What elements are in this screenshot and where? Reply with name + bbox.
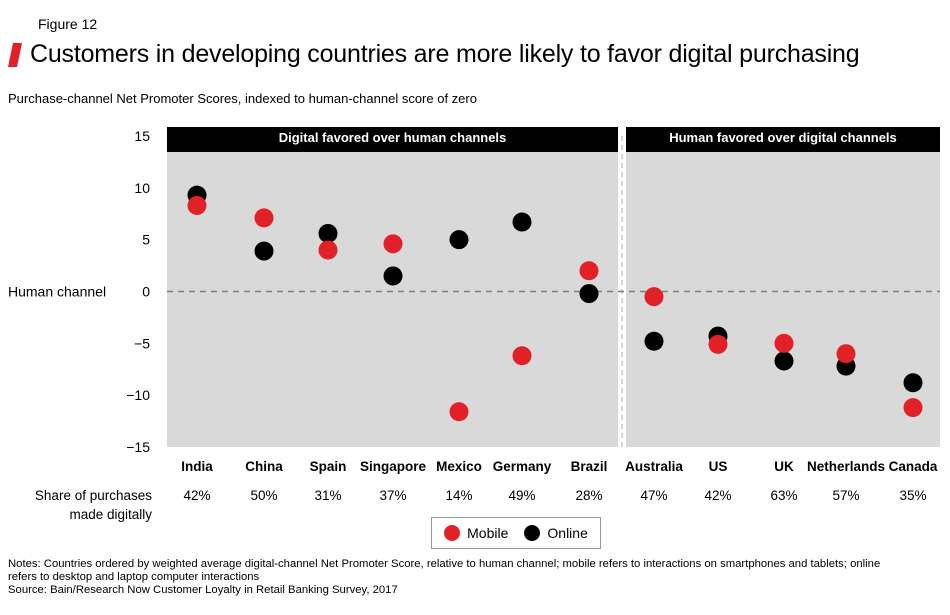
x-category-label: Netherlands [807, 459, 885, 474]
share-value: 37% [379, 488, 406, 503]
x-category-label: Spain [310, 459, 347, 474]
y-tick-label: 5 [142, 232, 150, 248]
y-tick-label: −5 [134, 335, 150, 351]
title-row: Customers in developing countries are mo… [8, 40, 860, 69]
online-dot-icon [524, 525, 541, 541]
x-category-label: Canada [889, 459, 938, 474]
share-value: 49% [508, 488, 535, 503]
notes: Notes: Countries ordered by weighted ave… [8, 558, 943, 597]
mobile-point [383, 234, 403, 254]
x-category-label: Singapore [360, 459, 427, 474]
y-tick-label: 0 [142, 284, 150, 300]
online-point [644, 331, 664, 351]
mobile-point [449, 402, 469, 422]
mobile-point [318, 240, 338, 260]
notes-line: Notes: Countries ordered by weighted ave… [8, 558, 881, 570]
legend: Mobile Online [431, 517, 601, 549]
share-value: 47% [640, 488, 667, 503]
y-tick-label: −10 [126, 387, 150, 403]
online-point [254, 241, 274, 261]
online-point [318, 223, 338, 243]
legend-label-online: Online [547, 525, 588, 541]
mobile-point [836, 344, 856, 364]
mobile-point [708, 334, 728, 354]
notes-line: refers to desktop and laptop computer in… [8, 571, 260, 583]
title-accent-icon [8, 42, 22, 67]
panel-header-2 [626, 127, 940, 152]
mobile-point [187, 195, 207, 215]
share-value: 63% [770, 488, 797, 503]
share-row-label: made digitally [69, 507, 152, 522]
share-value: 57% [832, 488, 859, 503]
x-category-label: Brazil [571, 459, 608, 474]
source-line: Source: Bain/Research Now Customer Loyal… [8, 584, 398, 596]
legend-item-online: Online [524, 525, 588, 541]
share-value: 31% [314, 488, 341, 503]
figure-label: Figure 12 [38, 16, 98, 32]
chart-subtitle: Purchase-channel Net Promoter Scores, in… [8, 91, 477, 106]
share-value: 42% [704, 488, 731, 503]
online-point [449, 230, 469, 250]
x-category-label: US [709, 459, 728, 474]
x-category-label: Mexico [436, 459, 482, 474]
online-point [774, 351, 794, 371]
online-point [383, 266, 403, 286]
share-value: 28% [575, 488, 602, 503]
x-category-label: Australia [625, 459, 683, 474]
mobile-point [644, 287, 664, 307]
mobile-point [903, 398, 923, 418]
online-point [903, 373, 923, 393]
x-category-label: UK [774, 459, 794, 474]
online-point [579, 284, 599, 304]
panel-header-label: Digital favored over human channels [279, 130, 507, 145]
panel-header-label: Human favored over digital channels [669, 130, 897, 145]
mobile-point [774, 333, 794, 353]
x-category-label: Germany [493, 459, 552, 474]
x-category-label: India [181, 459, 213, 474]
panel-header-1 [167, 127, 618, 152]
mobile-point [579, 261, 599, 281]
mobile-point [254, 208, 274, 228]
legend-label-mobile: Mobile [467, 525, 509, 541]
share-row-label: Share of purchases [35, 488, 152, 503]
zero-axis-label: Human channel [8, 284, 106, 300]
mobile-point [512, 346, 532, 366]
legend-item-mobile: Mobile [444, 525, 508, 541]
share-value: 35% [899, 488, 926, 503]
share-value: 50% [250, 488, 277, 503]
y-tick-label: 10 [134, 180, 150, 196]
y-tick-label: −15 [126, 439, 150, 455]
mobile-dot-icon [444, 525, 461, 541]
share-value: 42% [183, 488, 210, 503]
chart-title: Customers in developing countries are mo… [30, 40, 860, 68]
x-category-label: China [245, 459, 283, 474]
y-tick-label: 15 [134, 128, 150, 144]
share-value: 14% [445, 488, 472, 503]
online-point [512, 212, 532, 232]
